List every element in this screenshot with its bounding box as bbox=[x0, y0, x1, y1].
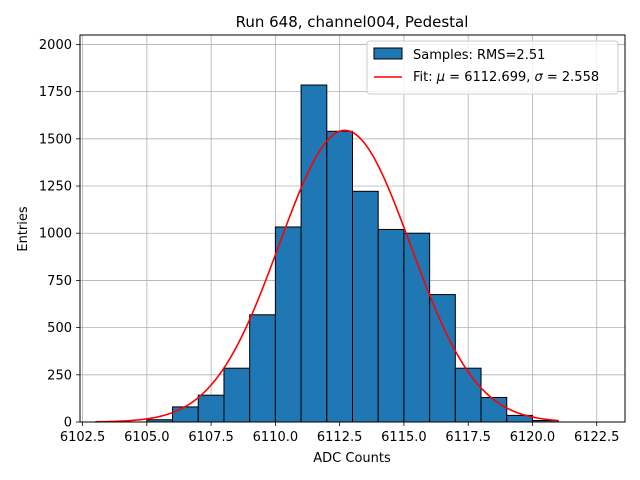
x-tick-label: 6112.5 bbox=[317, 430, 363, 445]
legend-fit-sigma-value: = 2.558 bbox=[543, 70, 599, 85]
histogram-bar bbox=[377, 228, 405, 423]
histogram-bar bbox=[172, 406, 199, 423]
y-tick-label: 500 bbox=[47, 321, 72, 336]
x-tick-label: 6105.0 bbox=[124, 430, 170, 445]
y-tick-label: 2000 bbox=[39, 38, 72, 53]
histogram-bar bbox=[249, 314, 276, 423]
legend-fit-sigma-symbol: σ bbox=[535, 70, 544, 85]
legend-label-fit: Fit: μ = 6112.699, σ = 2.558 bbox=[413, 70, 599, 85]
histogram-bar bbox=[300, 84, 328, 423]
histogram-bar bbox=[326, 130, 353, 423]
gaussian-fit-curve bbox=[95, 129, 559, 423]
histogram-bar bbox=[352, 190, 379, 423]
histogram-bar bbox=[480, 396, 508, 423]
histogram-bar bbox=[197, 394, 225, 423]
y-tick-label: 1250 bbox=[39, 180, 72, 195]
y-tick-label: 1750 bbox=[39, 85, 72, 100]
x-axis-ticks: 6102.5 6105.0 6107.5 6110.0 6112.5 6115.0 6117… bbox=[60, 422, 620, 445]
x-tick-label: 6117.5 bbox=[445, 430, 491, 445]
x-tick-label: 6115.0 bbox=[381, 430, 427, 445]
y-tick-label: 250 bbox=[47, 368, 72, 383]
legend-fit-mu-value: = 6112.699, bbox=[445, 70, 534, 85]
y-tick-label: 0 bbox=[64, 416, 72, 431]
legend-fit-mu-symbol: μ bbox=[436, 70, 445, 85]
legend-label-samples: Samples: RMS=2.51 bbox=[413, 48, 545, 63]
histogram-bar bbox=[454, 367, 482, 423]
legend-fit-prefix: Fit: bbox=[413, 70, 437, 85]
histogram-bar bbox=[429, 294, 456, 423]
histogram-bar bbox=[274, 226, 302, 423]
x-tick-label: 6122.5 bbox=[574, 430, 620, 445]
plot-frame bbox=[79, 34, 626, 423]
y-axis-label: Entries bbox=[16, 206, 31, 252]
histogram-bar bbox=[223, 367, 251, 423]
legend-box bbox=[366, 40, 619, 95]
y-tick-label: 1000 bbox=[39, 227, 72, 242]
histogram-bars bbox=[146, 84, 559, 423]
x-tick-label: 6107.5 bbox=[188, 430, 234, 445]
y-tick-label: 750 bbox=[47, 274, 72, 289]
legend-swatch-samples bbox=[373, 47, 403, 60]
y-tick-label: 1500 bbox=[39, 132, 72, 147]
y-axis-ticks: 0 250 500 750 1000 1250 1500 1750 2000 bbox=[39, 38, 80, 431]
chart-title: Run 648, channel004, Pedestal bbox=[236, 13, 469, 31]
x-tick-label: 6102.5 bbox=[60, 430, 106, 445]
legend: Samples: RMS=2.51 Fit: μ = 6112.699, σ =… bbox=[366, 40, 619, 95]
x-axis-label: ADC Counts bbox=[313, 451, 391, 466]
x-tick-label: 6110.0 bbox=[253, 430, 299, 445]
x-tick-label: 6120.0 bbox=[510, 430, 556, 445]
